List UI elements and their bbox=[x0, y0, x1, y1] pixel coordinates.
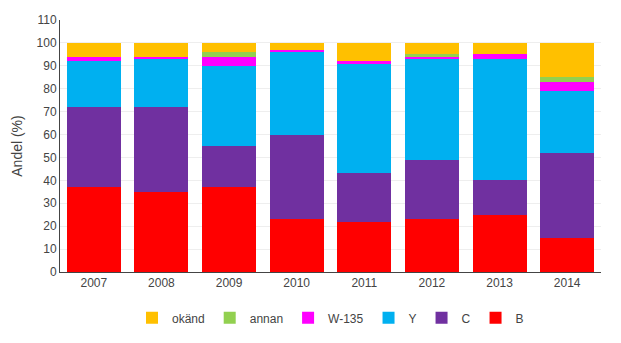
svg-text:okänd: okänd bbox=[172, 312, 205, 326]
svg-text:80: 80 bbox=[43, 82, 57, 96]
svg-text:2013: 2013 bbox=[486, 276, 513, 290]
svg-text:70: 70 bbox=[43, 105, 57, 119]
svg-text:0: 0 bbox=[50, 265, 57, 279]
svg-text:2010: 2010 bbox=[283, 276, 310, 290]
svg-text:10: 10 bbox=[43, 242, 57, 256]
svg-text:2011: 2011 bbox=[351, 276, 377, 290]
svg-text:40: 40 bbox=[43, 174, 57, 188]
svg-text:30: 30 bbox=[43, 196, 57, 210]
svg-text:2007: 2007 bbox=[80, 276, 107, 290]
svg-text:B: B bbox=[516, 312, 524, 326]
svg-text:W-135: W-135 bbox=[328, 312, 363, 326]
svg-text:2008: 2008 bbox=[148, 276, 175, 290]
svg-text:Andel (%): Andel (%) bbox=[9, 115, 25, 176]
svg-text:100: 100 bbox=[37, 36, 57, 50]
svg-text:2012: 2012 bbox=[419, 276, 446, 290]
svg-text:110: 110 bbox=[37, 13, 56, 27]
svg-text:C: C bbox=[462, 312, 471, 326]
svg-text:2014: 2014 bbox=[554, 276, 581, 290]
svg-text:90: 90 bbox=[43, 59, 57, 73]
svg-text:2009: 2009 bbox=[216, 276, 243, 290]
svg-text:20: 20 bbox=[43, 219, 57, 233]
svg-text:50: 50 bbox=[43, 151, 57, 165]
svg-text:60: 60 bbox=[43, 128, 57, 142]
svg-text:annan: annan bbox=[250, 312, 283, 326]
svg-text:Y: Y bbox=[409, 312, 417, 326]
